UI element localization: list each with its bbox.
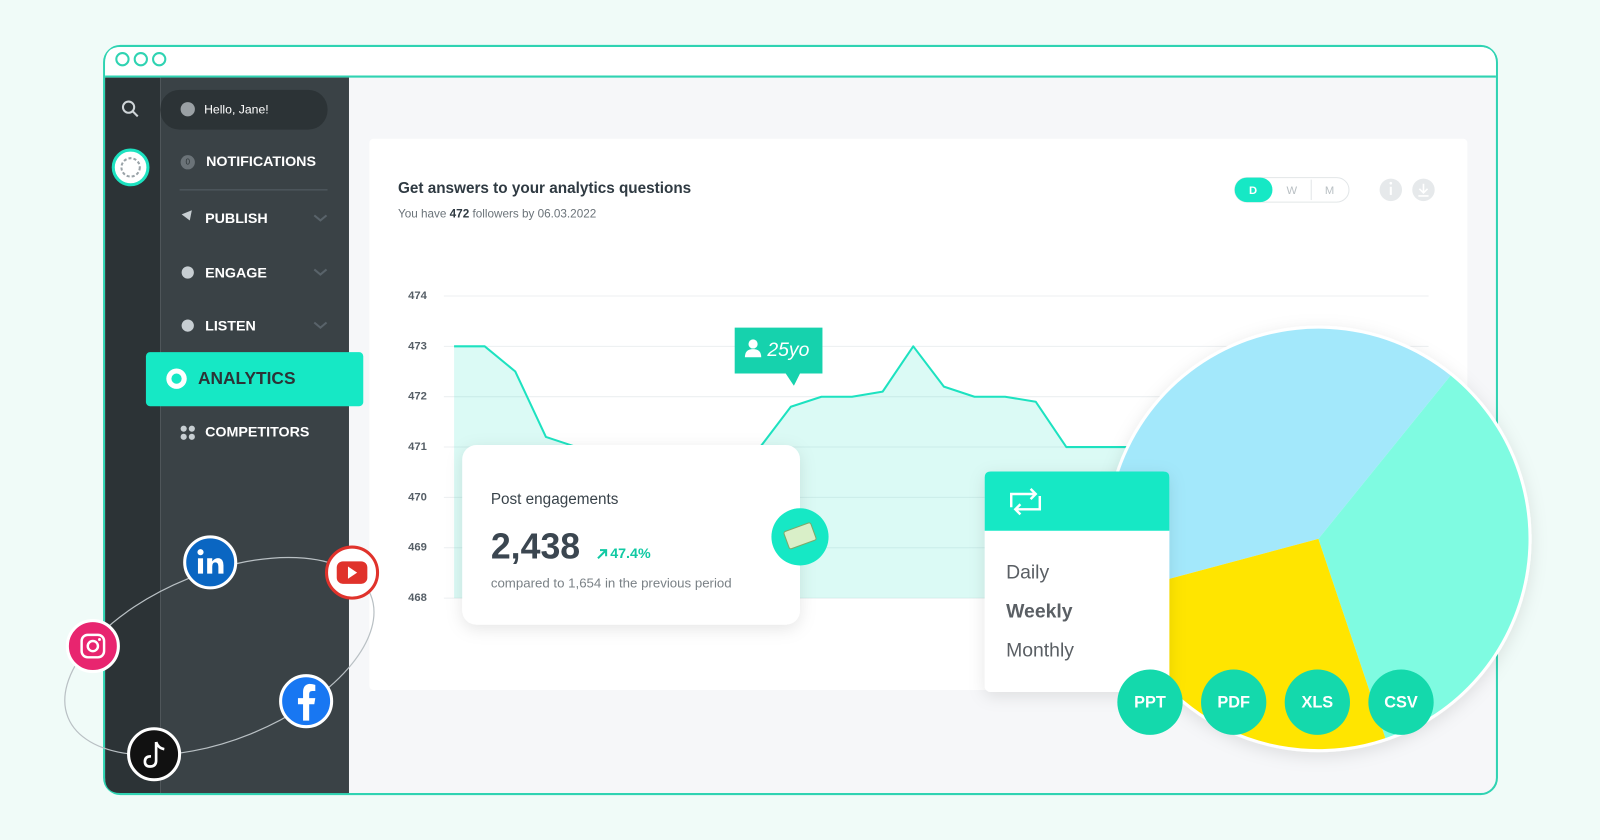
- engagement-card: Post engagements 2,438 47.4% compared to…: [462, 445, 829, 625]
- export-button[interactable]: [1368, 669, 1434, 735]
- money-icon: [783, 522, 817, 550]
- window-dot[interactable]: [115, 52, 130, 67]
- greeting: Hello, Jane!: [204, 102, 269, 116]
- export-label[interactable]: PPT: [1134, 694, 1166, 712]
- tiktok-icon[interactable]: [127, 727, 182, 782]
- card-subtitle: You have 472 followers by 06.03.2022: [398, 207, 596, 220]
- y-tick-label: 468: [408, 592, 427, 604]
- chevron[interactable]: [313, 321, 328, 329]
- period-option[interactable]: M: [1325, 185, 1334, 197]
- instagram-icon[interactable]: [65, 619, 120, 674]
- nav-icon-inner: [171, 373, 182, 384]
- social-orbit: [64, 535, 380, 782]
- notification-badge: [180, 155, 195, 170]
- repeat-icon: [1010, 488, 1042, 516]
- subtitle-text: followers by 06.03.2022: [472, 207, 596, 220]
- nav-item[interactable]: PUBLISH: [205, 211, 268, 227]
- export-button[interactable]: [1201, 669, 1267, 735]
- engagement-value: 2,438: [491, 527, 580, 567]
- period-active[interactable]: [1234, 177, 1273, 203]
- info-button[interactable]: [1379, 178, 1403, 202]
- y-tick-label: 472: [408, 391, 427, 403]
- followers-count: 472: [450, 207, 470, 220]
- engagement-title: Post engagements: [491, 491, 619, 508]
- nav-item[interactable]: NOTIFICATIONS: [206, 154, 316, 170]
- nav-item-active[interactable]: ANALYTICS: [198, 368, 296, 388]
- dropdown-option[interactable]: Daily: [1006, 562, 1049, 584]
- y-tick-label: 473: [408, 340, 427, 352]
- export-button[interactable]: [1117, 669, 1183, 735]
- period-option[interactable]: D: [1249, 185, 1257, 197]
- export-label[interactable]: PDF: [1217, 694, 1250, 712]
- frequency-dropdown: Daily Weekly Monthly: [984, 471, 1170, 693]
- card-title: Get answers to your analytics questions: [398, 180, 691, 197]
- subtitle-text: You have: [398, 207, 446, 220]
- user-avatar: [180, 102, 195, 117]
- pie-chart: [1105, 325, 1532, 753]
- greeting-pill[interactable]: [160, 89, 328, 130]
- y-tick-label: 474: [408, 290, 427, 302]
- export-buttons: PPT PDF XLS CSV: [1117, 669, 1434, 735]
- nav-active[interactable]: [145, 352, 364, 407]
- download-button[interactable]: [1412, 178, 1435, 202]
- age-tag: 25yo: [734, 327, 823, 386]
- export-button[interactable]: [1284, 669, 1350, 735]
- chevron[interactable]: [313, 214, 328, 222]
- facebook-icon[interactable]: [279, 674, 334, 729]
- nav-icon: [181, 210, 192, 221]
- engagement-change: 47.4%: [610, 546, 651, 562]
- nav-item[interactable]: LISTEN: [205, 318, 256, 334]
- youtube-icon[interactable]: [325, 545, 380, 600]
- y-tick-label: 471: [408, 441, 427, 453]
- orbit-ring: [64, 556, 375, 756]
- notification-count: 0: [185, 157, 190, 166]
- person-icon: [748, 339, 758, 349]
- dropdown-option-selected[interactable]: Weekly: [1006, 601, 1073, 623]
- linkedin-icon[interactable]: [183, 535, 238, 590]
- search-icon[interactable]: [121, 100, 139, 118]
- period-option[interactable]: W: [1287, 185, 1298, 197]
- y-tick-label: 470: [408, 491, 427, 503]
- export-label[interactable]: CSV: [1384, 694, 1418, 712]
- nav-icon: [181, 266, 194, 279]
- engagement-card-bg: [462, 445, 800, 625]
- y-tick-label: 469: [408, 542, 427, 554]
- pie-slice: [1108, 328, 1451, 594]
- export-label[interactable]: XLS: [1301, 694, 1333, 712]
- pie-slice: [1318, 375, 1529, 739]
- nav-icon: [181, 319, 194, 332]
- title-bar: [105, 46, 1496, 77]
- window-dot[interactable]: [133, 52, 148, 67]
- age-label: 25yo: [766, 339, 809, 361]
- window-dot[interactable]: [152, 52, 167, 67]
- nav-item[interactable]: COMPETITORS: [205, 425, 309, 441]
- chevron[interactable]: [313, 268, 328, 276]
- dropdown-header[interactable]: [984, 471, 1170, 531]
- person-icon: [744, 349, 762, 358]
- nav-icon: [180, 425, 195, 440]
- engagement-comparison: compared to 1,654 in the previous period: [491, 575, 732, 590]
- dropdown-option[interactable]: Monthly: [1006, 639, 1074, 661]
- trend-arrow: [597, 549, 608, 560]
- nav-item[interactable]: ENGAGE: [205, 265, 267, 281]
- settings-avatar[interactable]: [111, 148, 150, 187]
- icon-rail: [105, 77, 161, 794]
